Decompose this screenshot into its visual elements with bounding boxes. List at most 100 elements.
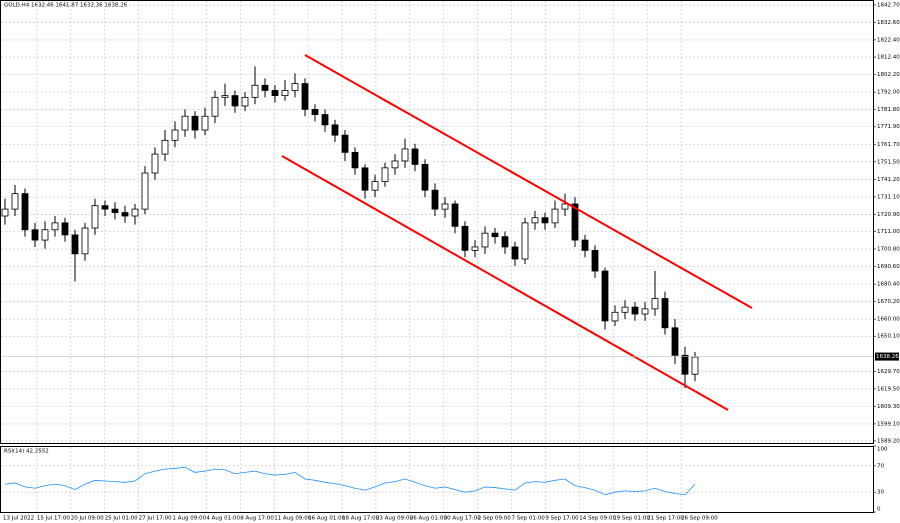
candle-body — [61, 222, 69, 236]
y-tick-label: 1650.10 — [877, 334, 900, 340]
candle-body — [81, 227, 89, 255]
x-tick-label: 1 Aug 09:00 — [173, 516, 207, 522]
y-tick-label: 1741.20 — [877, 177, 900, 183]
candle-body — [1, 208, 9, 217]
candle-body — [241, 96, 249, 107]
y-tick-label: 30 — [877, 490, 884, 496]
candle-body — [551, 208, 559, 224]
candle-body — [511, 246, 519, 260]
candle-body — [681, 354, 689, 375]
candle-body — [271, 90, 279, 97]
candle-body — [141, 172, 149, 210]
candle-body — [461, 225, 469, 251]
current-price-label: 1638.26 — [876, 354, 899, 360]
candle-body — [651, 298, 659, 310]
x-tick-label: 4 Aug 01:00 — [206, 516, 240, 522]
candle-body — [441, 203, 449, 210]
y-tick-label: 1792.00 — [877, 90, 900, 96]
y-tick-label: 1842.70 — [877, 2, 900, 8]
x-tick-label: 30 Aug 17:00 — [444, 516, 482, 522]
candle-body — [291, 83, 299, 91]
candle-body — [301, 83, 309, 110]
x-tick-label: 14 Sep 09:00 — [579, 516, 616, 522]
candle-body — [151, 153, 159, 174]
candle-body — [671, 327, 679, 356]
y-tick-label: 1761.70 — [877, 142, 900, 148]
candle-body — [571, 203, 579, 241]
y-tick-label: 1771.90 — [877, 124, 900, 130]
y-tick-label: 0 — [877, 507, 881, 513]
candle-body — [581, 239, 589, 251]
candle-body — [361, 167, 369, 191]
candle-body — [281, 90, 289, 97]
rsi-panel — [0, 446, 874, 513]
y-tick-label: 1700.80 — [877, 247, 900, 253]
y-tick-label: 1720.90 — [877, 212, 900, 218]
x-tick-label: 16 Aug 01:00 — [308, 516, 346, 522]
candle-body — [411, 148, 419, 165]
y-tick-label: 1711.00 — [877, 229, 900, 235]
trend-line — [304, 54, 753, 309]
candle-body — [31, 229, 39, 241]
candle-body — [211, 96, 219, 117]
y-tick-label: 1802.20 — [877, 72, 900, 78]
candle-body — [71, 234, 79, 255]
candle-body — [91, 205, 99, 229]
candle-body — [491, 232, 499, 238]
y-tick-label: 1812.40 — [877, 55, 900, 61]
candle-body — [421, 164, 429, 191]
x-tick-label: 18 Aug 17:00 — [342, 516, 380, 522]
candle-body — [231, 95, 239, 107]
candle-body — [221, 95, 229, 98]
x-tick-label: 8 Aug 17:00 — [240, 516, 274, 522]
y-tick-label: 1599.10 — [877, 421, 900, 427]
candle-body — [381, 167, 389, 183]
y-tick-label: 1629.70 — [877, 369, 900, 375]
x-tick-label: 7 Sep 01:00 — [512, 516, 546, 522]
y-tick-label: 1690.60 — [877, 264, 900, 270]
candle-body — [341, 134, 349, 153]
candle-body — [561, 203, 569, 210]
candle-body — [691, 356, 699, 375]
candle-body — [11, 193, 19, 210]
price-panel — [0, 0, 874, 444]
rsi-title: RSI(14) 42.2552 — [4, 449, 49, 455]
y-tick-label: 100 — [877, 447, 888, 453]
candle-body — [661, 298, 669, 329]
y-tick-label: 1781.80 — [877, 107, 900, 113]
candle-body — [171, 129, 179, 141]
candle-body — [321, 114, 329, 126]
candle-body — [371, 181, 379, 191]
candle-body — [401, 148, 409, 162]
x-tick-label: 2 Sep 09:00 — [478, 516, 512, 522]
x-tick-label: 9 Sep 17:00 — [545, 516, 579, 522]
y-tick-label: 1832.60 — [877, 20, 900, 26]
candle-body — [41, 229, 49, 241]
candle-body — [351, 151, 359, 169]
candle-body — [261, 84, 269, 91]
candle-body — [471, 246, 479, 251]
y-tick-label: 1609.30 — [877, 404, 900, 410]
candle-body — [101, 205, 109, 210]
current-price-box — [875, 352, 899, 361]
candle-body — [191, 115, 199, 131]
candle-body — [111, 208, 119, 213]
x-tick-label: 23 Aug 09:00 — [376, 516, 414, 522]
candle-body — [451, 203, 459, 227]
x-tick-label: 13 Jul 2022 — [3, 516, 34, 522]
y-tick-label: 1619.50 — [877, 386, 900, 392]
rsi-line — [4, 466, 696, 496]
x-tick-label: 20 Jul 09:00 — [71, 516, 104, 522]
y-tick-label: 1670.20 — [877, 299, 900, 305]
trend-line — [281, 155, 729, 411]
candle-body — [431, 189, 439, 210]
y-tick-label: 70 — [877, 463, 884, 469]
candle-body — [621, 306, 629, 313]
candle-body — [131, 208, 139, 217]
candle-body — [601, 270, 609, 322]
candle-body — [531, 217, 539, 224]
x-tick-label: 21 Sep 17:00 — [647, 516, 684, 522]
x-tick-label: 11 Aug 09:00 — [274, 516, 312, 522]
y-tick-label: 1660.00 — [877, 317, 900, 323]
